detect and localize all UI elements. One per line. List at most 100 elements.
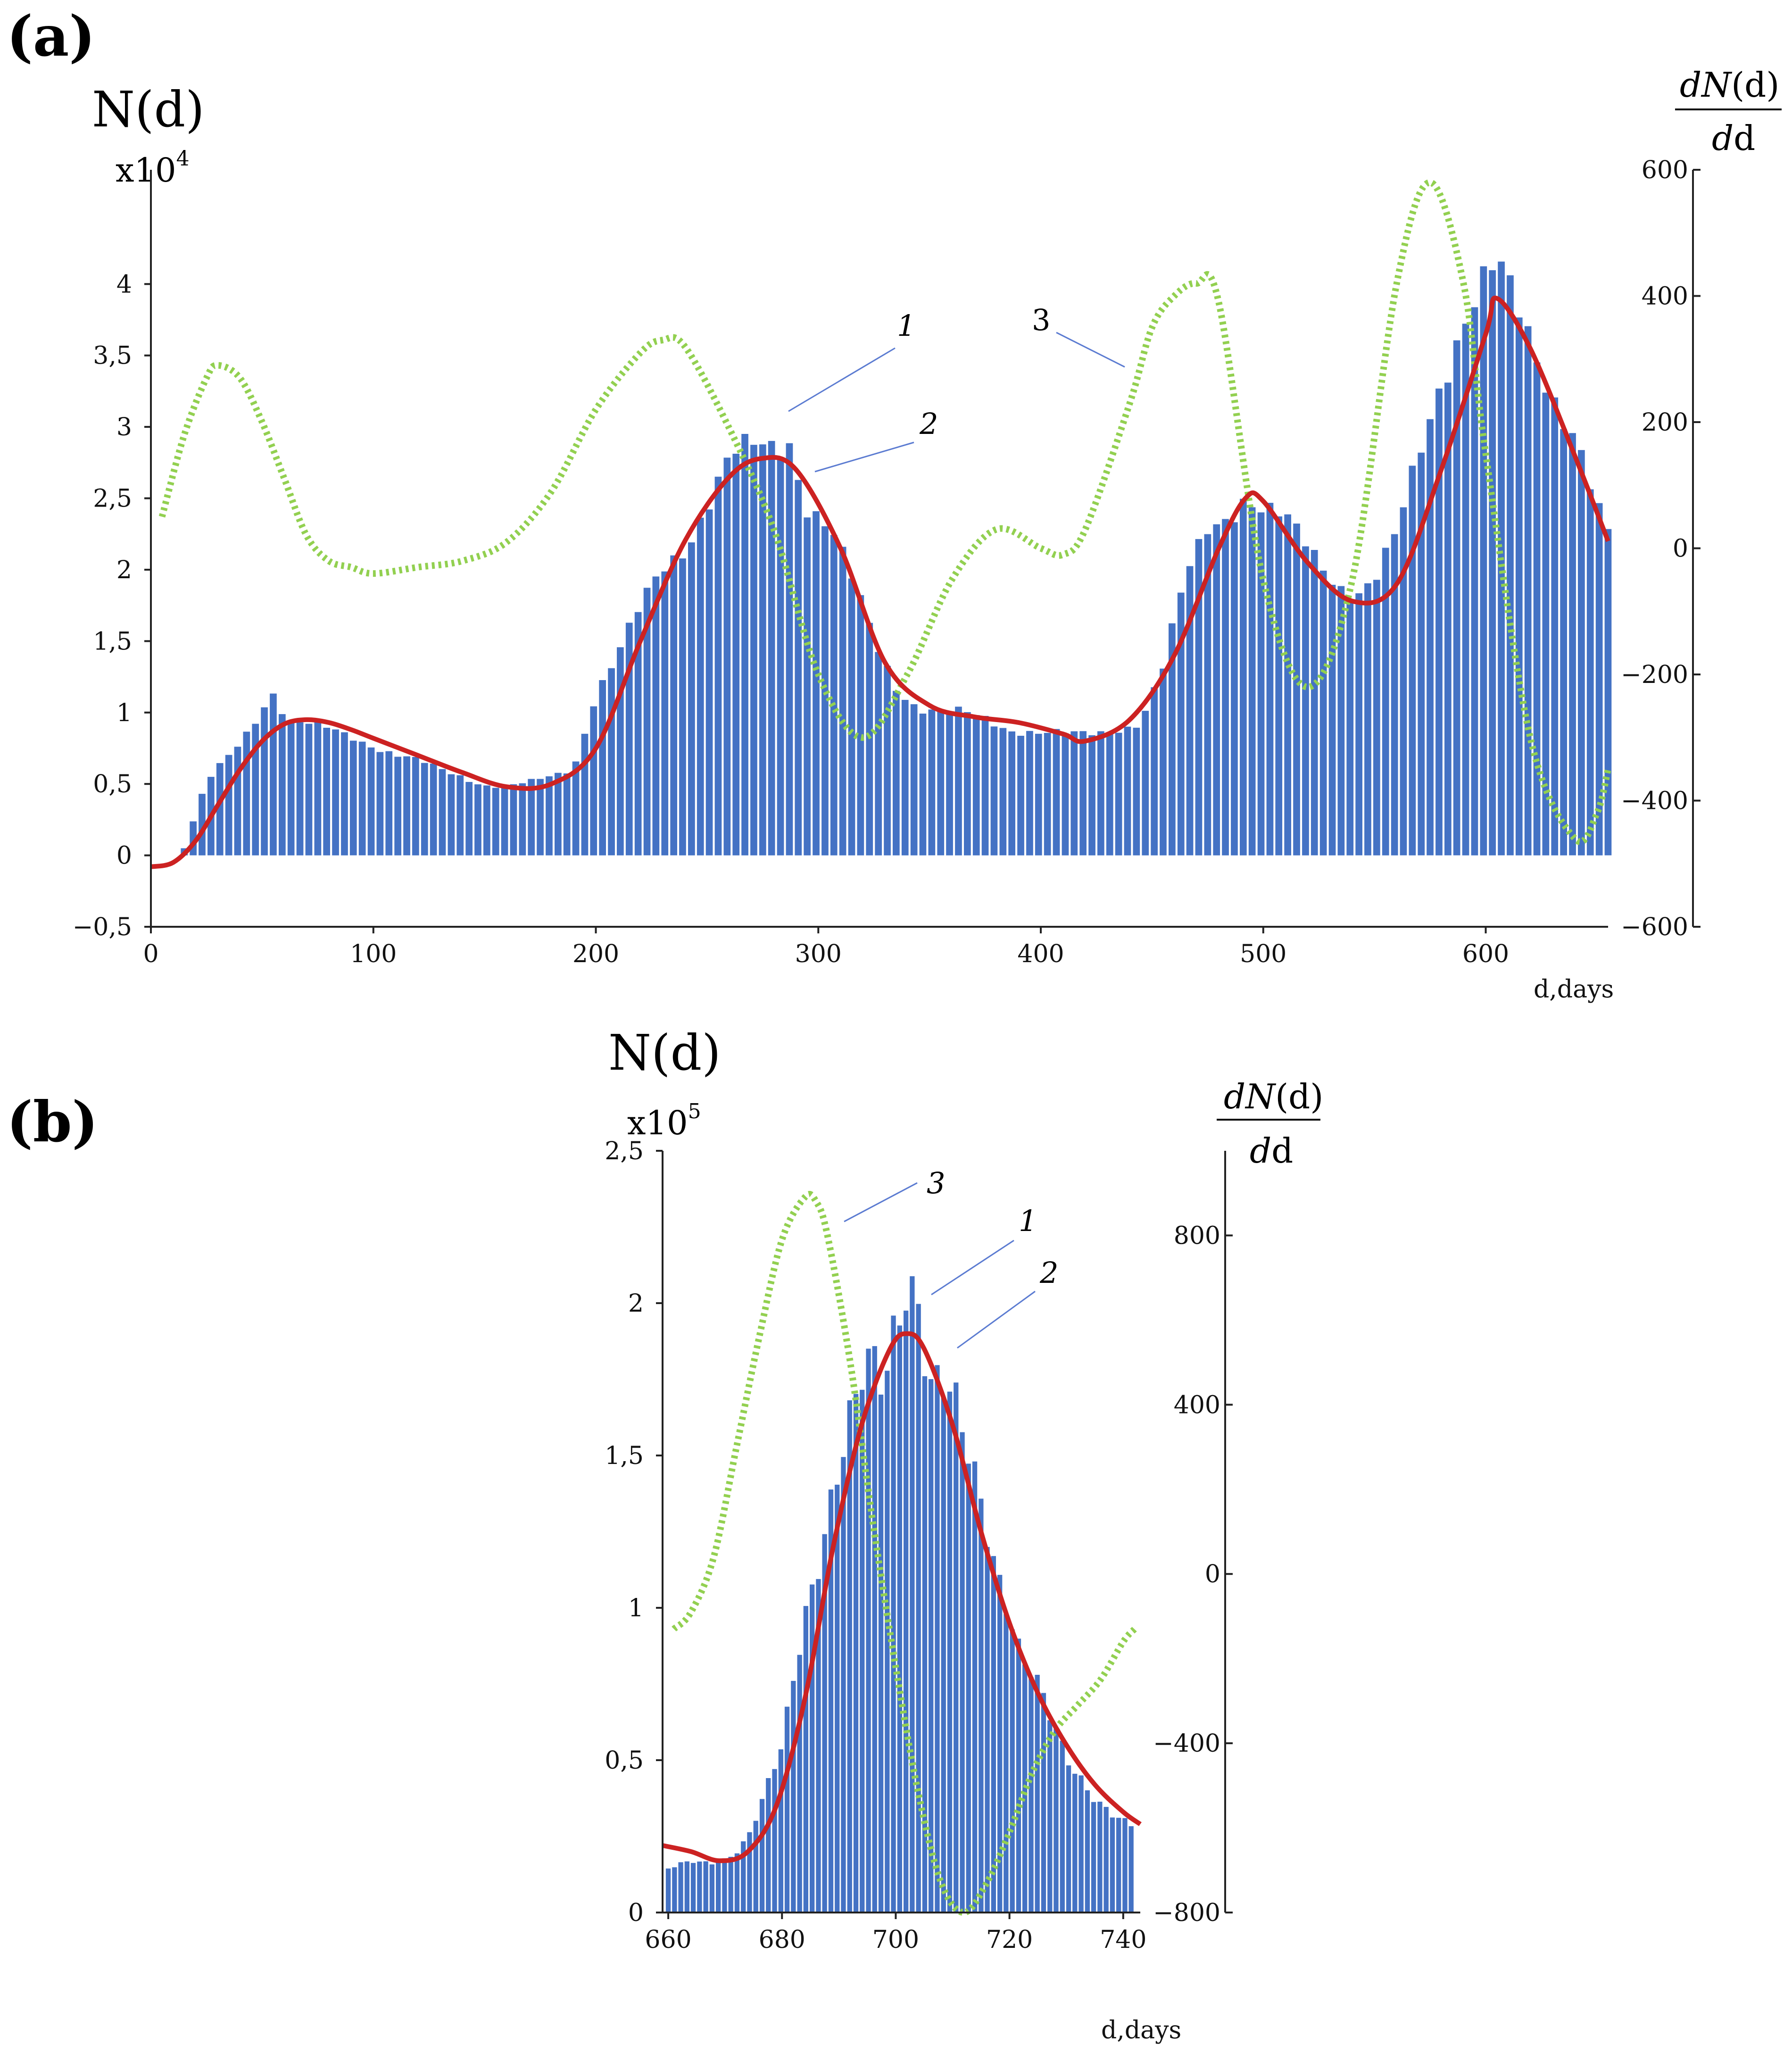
panel-b-fit-curve-group [662,1331,1142,1863]
panel-a-x-axis-label: d,days [1534,975,1614,1004]
bar-a-109 [1151,687,1158,856]
bar-a-10 [270,693,277,856]
right-tick-label-b-0: −800 [1153,1899,1220,1927]
bar-a-104 [1106,733,1113,856]
left-tick-label-b-5: 2,5 [605,1137,644,1165]
bar-b-34 [878,1394,884,1913]
bar-a-151 [1524,326,1532,856]
bar-a-157 [1578,450,1585,856]
bar-a-133 [1364,583,1371,856]
panel-b-x-axis-label: d,days [1101,2016,1181,2045]
panel-b-axes: 0 0,5 1 1,5 2 2,5 −800 −400 0 400 800 660 680 700 720 7… [605,1137,1233,1954]
bar-b-42 [929,1379,934,1913]
bar-a-8 [252,723,259,856]
bar-a-88 [964,712,971,856]
derivative-curve-a [158,179,1611,845]
bar-b-69 [1097,1802,1103,1913]
bar-b-17 [772,1769,777,1913]
bar-b-15 [759,1799,765,1913]
bar-a-132 [1355,593,1362,856]
x-tick-label-b-2: 700 [872,1926,919,1954]
bar-a-12 [287,721,295,856]
bar-b-16 [766,1778,771,1913]
bar-b-7 [709,1864,714,1913]
panel-a-y-multiplier: x104 [116,147,190,190]
bar-b-9 [722,1858,727,1913]
bar-b-28 [841,1457,846,1913]
panel-a-y-multiplier-base: x10 [116,151,176,190]
bar-b-71 [1110,1817,1115,1913]
bar-a-63 [741,434,748,856]
panel-a-right-label-num-pre: dN [1680,65,1733,105]
left-tick-label-b-1: 0,5 [605,1746,644,1775]
bar-a-106 [1124,726,1131,856]
bar-b-0 [665,1868,671,1913]
bar-a-41 [546,776,553,856]
bar-a-35 [492,788,499,856]
panel-b-right-label-den-post: d [1271,1131,1293,1171]
bar-a-155 [1560,429,1567,856]
bar-a-154 [1551,397,1559,856]
bar-a-156 [1569,433,1576,856]
bar-a-93 [1008,731,1015,856]
bar-a-113 [1186,566,1194,856]
left-tick-label-a-3: 1 [116,699,132,727]
x-tick-label-b-4: 740 [1100,1926,1146,1954]
bar-a-34 [483,785,490,856]
bar-b-25 [822,1534,827,1913]
right-tick-label-a-6: 600 [1642,156,1688,184]
bar-a-44 [572,761,580,856]
bar-b-21 [797,1655,802,1913]
left-tick-label-a-2: 0,5 [93,770,132,798]
bar-a-37 [510,784,517,856]
panel-a-annotations: 1 2 3 [788,303,1125,473]
bar-b-40 [916,1304,921,1913]
panel-b: (b) N(d) x105 dN(d) dd 0 0,5 1 1,5 2 2,5 −800 −… [7,1024,1323,2045]
bar-b-61 [1047,1720,1053,1913]
bar-b-62 [1054,1728,1059,1913]
bar-a-125 [1293,524,1300,856]
panel-a-axes: −0,5 0 0,5 1 1,5 2 2,5 3 3,5 4 −600 −400 −200 0 200 400… [73,156,1701,968]
bar-b-2 [678,1862,683,1913]
bar-b-65 [1072,1773,1078,1913]
left-tick-label-b-4: 2 [628,1289,644,1318]
bar-b-31 [860,1389,865,1913]
panel-b-annotation-1: 1 [1019,1204,1037,1238]
bar-a-65 [759,444,766,856]
panel-b-right-label-den-pre: d [1250,1131,1271,1171]
panel-b-arrow-1 [931,1239,1014,1296]
bar-b-26 [828,1489,834,1913]
left-tick-label-a-9: 4 [116,270,132,299]
bar-a-26 [412,757,419,856]
bar-b-24 [816,1579,821,1913]
bar-a-116 [1213,524,1220,856]
panel-a-annotation-1: 1 [897,308,915,343]
x-tick-label-a-2: 200 [572,940,619,968]
bar-a-143 [1453,340,1460,856]
bar-a-110 [1160,668,1167,856]
bar-a-38 [519,783,526,856]
panel-b-y-label: N(d) [608,1024,721,1081]
bar-a-54 [661,571,669,856]
panel-b-annotation-3: 3 [927,1166,945,1200]
panel-a-y-multiplier-exp: 4 [176,147,190,171]
bar-b-46 [954,1382,959,1913]
bar-a-135 [1382,548,1389,856]
bar-a-115 [1204,534,1211,856]
bar-b-37 [897,1325,902,1913]
bar-a-42 [555,773,562,856]
bar-b-36 [891,1315,896,1913]
bar-a-18 [341,732,348,856]
bar-a-139 [1418,452,1425,856]
svg-text:dN(d): dN(d) [1224,1077,1323,1116]
bar-b-43 [935,1365,940,1913]
panel-a-fit-curve-group [150,295,1610,869]
bar-b-66 [1079,1775,1084,1913]
panel-a-y-label: N(d) [92,81,205,138]
bar-a-15 [314,721,322,856]
bar-a-159 [1595,503,1603,856]
bar-b-56 [1016,1638,1021,1913]
bar-a-52 [643,588,651,856]
panel-a-label: (a) [7,3,95,69]
